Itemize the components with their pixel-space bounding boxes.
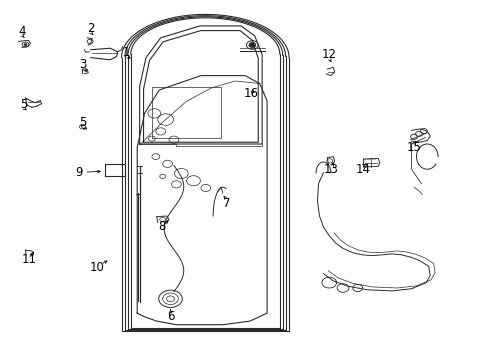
Text: 8: 8 xyxy=(158,220,166,233)
Text: 12: 12 xyxy=(322,48,337,61)
Text: 6: 6 xyxy=(167,310,174,323)
Text: 16: 16 xyxy=(244,87,258,100)
Text: 1: 1 xyxy=(122,46,130,59)
Text: 11: 11 xyxy=(22,253,37,266)
Text: 13: 13 xyxy=(323,163,338,176)
Text: 3: 3 xyxy=(79,58,87,71)
Text: 2: 2 xyxy=(87,22,95,35)
Text: 10: 10 xyxy=(90,261,104,274)
Text: 4: 4 xyxy=(18,25,26,38)
Text: 7: 7 xyxy=(222,197,230,210)
Text: 5: 5 xyxy=(20,98,27,111)
Circle shape xyxy=(24,44,27,46)
Text: 5: 5 xyxy=(79,116,87,129)
Text: 15: 15 xyxy=(407,141,421,154)
Text: 9: 9 xyxy=(75,166,83,179)
Circle shape xyxy=(249,42,256,48)
Text: 14: 14 xyxy=(356,163,371,176)
